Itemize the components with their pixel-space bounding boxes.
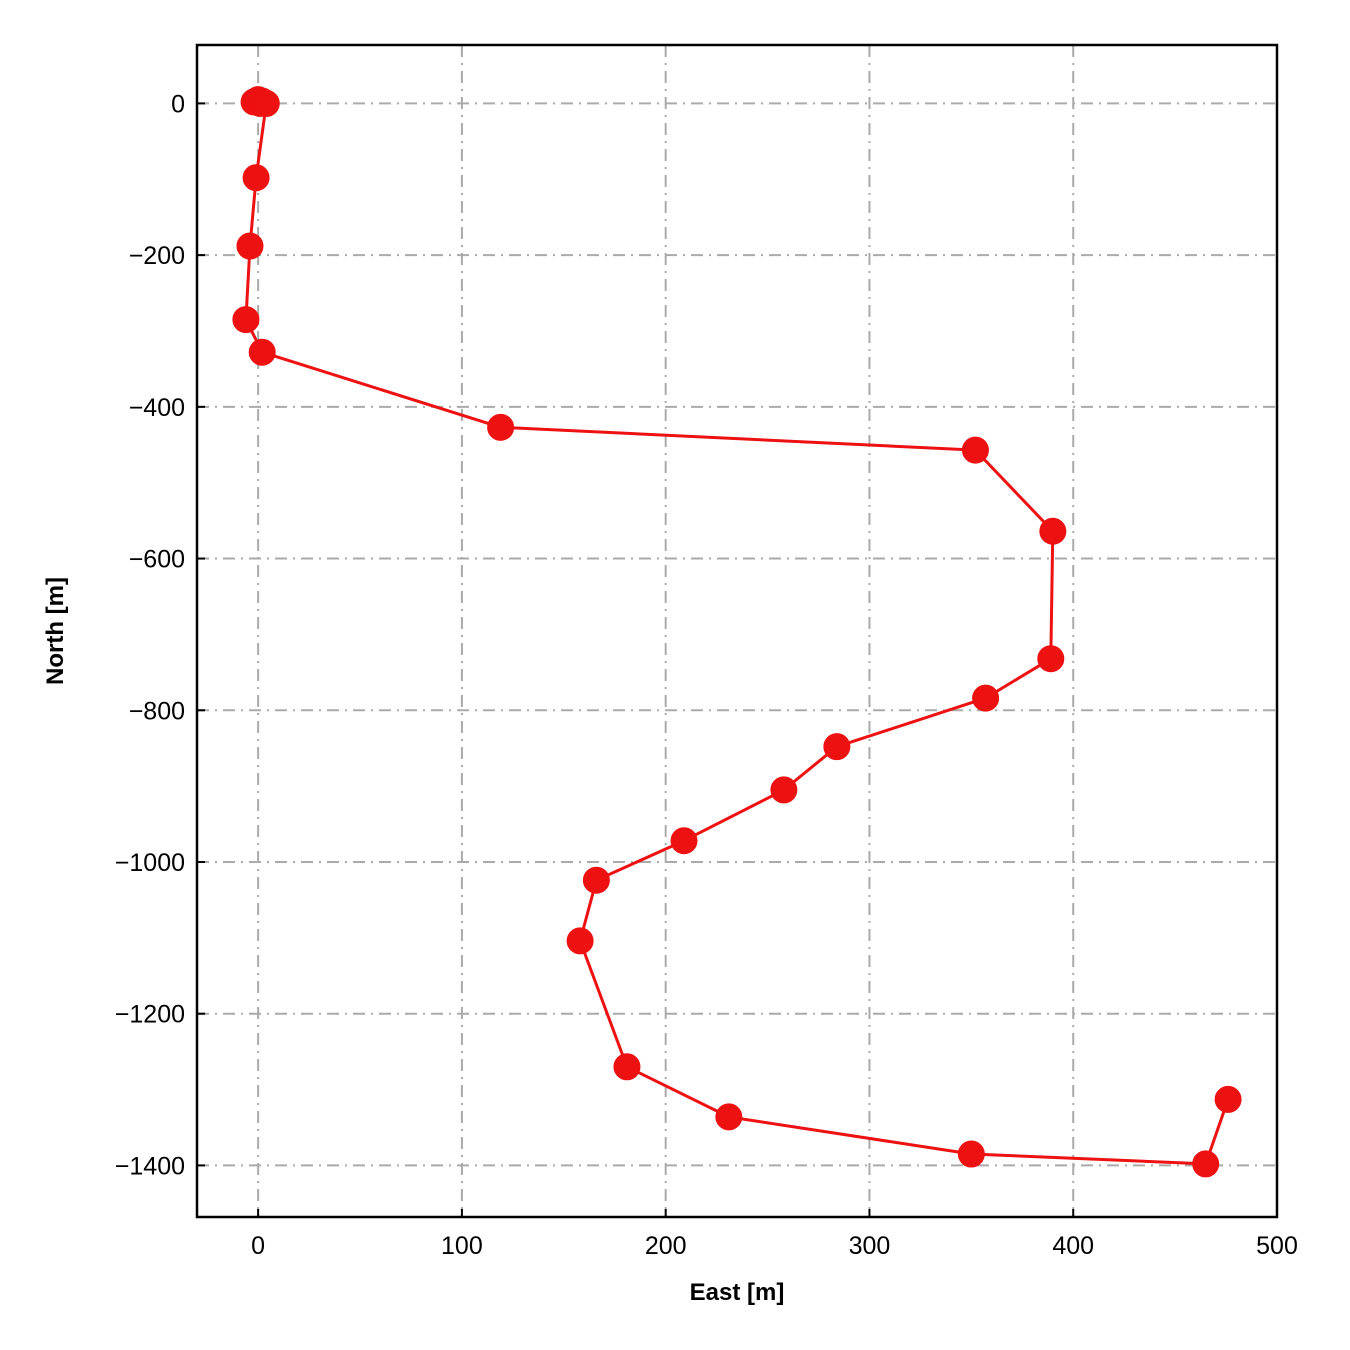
data-point-5 <box>242 164 270 192</box>
x-tick-label-1: 100 <box>441 1232 483 1260</box>
data-point-21 <box>957 1140 985 1168</box>
y-tick-label-3: −600 <box>129 546 185 574</box>
data-point-18 <box>566 927 594 955</box>
data-point-4 <box>252 89 280 117</box>
data-point-11 <box>1039 517 1067 545</box>
data-point-14 <box>823 733 851 761</box>
data-point-10 <box>961 436 989 464</box>
data-point-17 <box>582 866 610 894</box>
data-point-7 <box>232 306 260 334</box>
x-tick-label-4: 400 <box>1052 1232 1094 1260</box>
y-tick-label-0: 0 <box>171 90 185 118</box>
ticks: 0 100 200 300 400 500 0 −200 −400 −600 −800 −1000 −1… <box>115 90 1298 1260</box>
series-layer <box>232 86 1242 1178</box>
x-tick-label-2: 200 <box>645 1232 687 1260</box>
x-tick-label-3: 300 <box>849 1232 891 1260</box>
data-point-8 <box>248 338 276 366</box>
data-point-6 <box>236 232 264 260</box>
data-point-16 <box>670 827 698 855</box>
y-tick-label-6: −1200 <box>115 1001 185 1029</box>
data-point-13 <box>972 684 1000 712</box>
series-line-0 <box>244 98 1230 1166</box>
y-tick-label-5: −1000 <box>115 849 185 877</box>
data-point-20 <box>715 1103 743 1131</box>
plot-frame <box>195 43 1279 1219</box>
x-tick-label-0: 0 <box>251 1232 265 1260</box>
x-axis-title: East [m] <box>690 1279 785 1306</box>
y-tick-label-2: −400 <box>129 394 185 422</box>
data-point-23 <box>1214 1085 1242 1113</box>
grid <box>197 45 1278 1217</box>
x-tick-label-5: 500 <box>1256 1232 1298 1260</box>
data-point-9 <box>487 413 515 441</box>
data-point-19 <box>613 1053 641 1081</box>
data-point-12 <box>1037 645 1065 673</box>
y-tick-label-1: −200 <box>129 242 185 270</box>
data-point-15 <box>770 776 798 804</box>
y-tick-label-7: −1400 <box>115 1152 185 1180</box>
y-tick-label-4: −800 <box>129 697 185 725</box>
data-point-22 <box>1192 1150 1220 1178</box>
y-axis-title: North [m] <box>42 577 69 685</box>
